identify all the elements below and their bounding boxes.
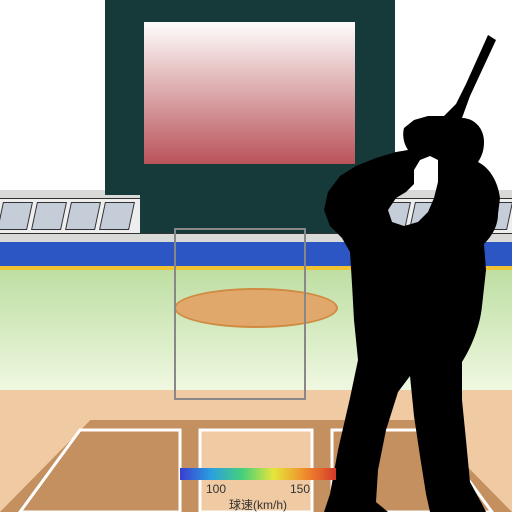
colorbar-tick-1: 150 — [280, 482, 320, 496]
batter-silhouette — [0, 0, 512, 512]
pitch-location-diagram: 100 150球速(km/h) — [0, 0, 512, 512]
colorbar-label: 球速(km/h) — [180, 496, 336, 513]
speed-colorbar — [180, 468, 336, 480]
colorbar-tick-0: 100 — [196, 482, 236, 496]
